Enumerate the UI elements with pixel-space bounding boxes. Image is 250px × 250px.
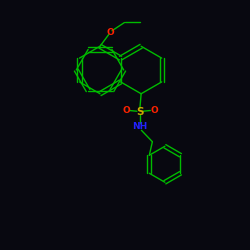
Text: S: S [136,107,144,117]
Text: O: O [106,28,114,37]
Text: NH: NH [132,122,148,131]
Text: O: O [150,106,158,115]
Text: O: O [122,106,130,115]
